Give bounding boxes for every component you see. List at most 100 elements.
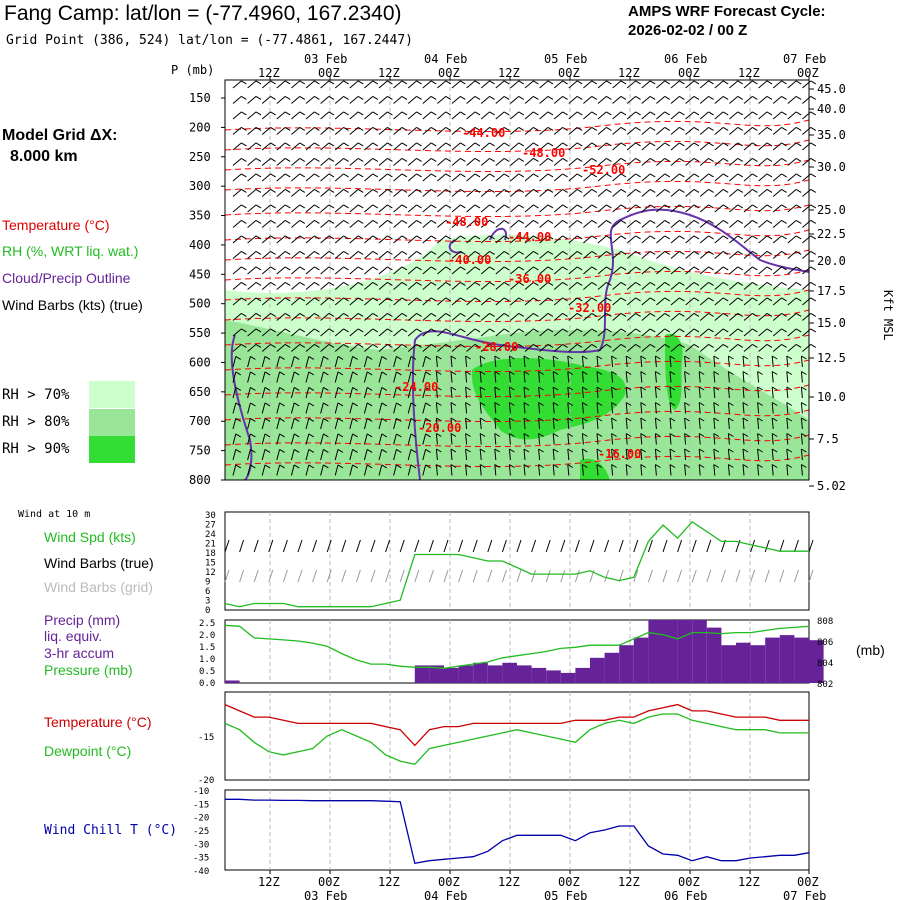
wind-barb-flag	[752, 312, 758, 317]
temperature-contour	[224, 179, 810, 193]
wind-barb	[742, 355, 745, 368]
wind-barb	[450, 417, 453, 430]
wind-barb-flag	[635, 328, 641, 333]
wind-barb	[670, 127, 680, 135]
wind-barb-flag	[547, 343, 554, 348]
wind-barb	[435, 355, 438, 368]
wind-barb	[320, 235, 330, 244]
wind-barb-flag	[293, 433, 300, 438]
wind-barb	[757, 402, 760, 414]
wind-barb	[510, 173, 520, 182]
wind-barb-flag	[552, 402, 559, 406]
wind-barb-flag	[693, 111, 700, 116]
pressure-tick-label: 400	[189, 238, 211, 252]
wind-barb	[232, 189, 242, 197]
wind-barb-flag	[279, 464, 285, 469]
wind-barb-10m	[808, 539, 814, 553]
wind-barb	[494, 448, 497, 461]
wind-barb	[378, 297, 388, 306]
wind-barb	[729, 96, 739, 104]
wind-barb	[612, 204, 622, 213]
wind-barb	[451, 142, 461, 151]
wind-barb-flag	[381, 386, 388, 391]
wind-barb	[787, 96, 797, 104]
wind-barb-flag	[250, 448, 256, 453]
wind-barb-flag	[795, 111, 802, 116]
wind-barb-flag	[679, 250, 685, 255]
wind-barb	[393, 356, 397, 368]
wind-barb	[568, 297, 578, 306]
wind-barb	[276, 282, 286, 290]
wind-barb-flag	[337, 433, 344, 438]
wind-barb-flag	[713, 402, 720, 406]
wind-barb-flag	[786, 371, 793, 375]
wind-barb-flag	[737, 328, 744, 333]
wind-barb-flag	[635, 80, 641, 85]
wind-barb-flag	[698, 417, 705, 422]
wind-barb	[407, 402, 412, 414]
wind-barb	[451, 127, 461, 135]
wind-barb	[378, 235, 388, 244]
temperature-contour	[224, 249, 810, 263]
wind-barb	[435, 386, 438, 399]
wind-barb-flag	[664, 142, 671, 147]
wind-barb-flag	[757, 464, 763, 468]
wind-barb-flag	[547, 188, 554, 193]
wind-barb	[510, 80, 520, 89]
wind-barb-flag	[270, 204, 276, 209]
wind-barb-flag	[445, 173, 452, 178]
wind-barb	[232, 356, 237, 368]
wind-barb-flag	[606, 142, 612, 147]
wind-barb-flag	[766, 266, 773, 271]
top-date-label: 03 Feb	[304, 52, 347, 66]
wind-barb-flag	[679, 219, 685, 224]
wind-barb-flag	[299, 188, 306, 193]
wind-barb-flag	[781, 219, 787, 224]
wind-barb	[787, 111, 797, 120]
wind-barb	[480, 158, 490, 166]
wind-barb	[480, 235, 490, 244]
wind-barb-grid-10m	[253, 569, 259, 583]
wind-barb-flag	[401, 281, 408, 286]
wind-barb-flag	[372, 204, 379, 209]
wind-barb-flag	[786, 433, 793, 437]
wind-barb-flag	[547, 266, 554, 271]
wind-barb	[247, 356, 251, 368]
wind-barb	[495, 313, 505, 321]
wind-barb-flag	[533, 126, 539, 131]
wind-barb-flag	[810, 343, 817, 348]
wind-barb	[363, 464, 368, 476]
wind-barb	[407, 313, 417, 321]
wind-barb	[422, 297, 432, 306]
wind-barb	[597, 235, 607, 244]
wind-barb	[450, 386, 453, 399]
wind-barb-flag	[279, 386, 285, 391]
wind-barb	[422, 371, 427, 383]
wind-barb-flag	[410, 464, 417, 469]
wind-barb-flag	[381, 433, 388, 438]
wind-barb-flag	[445, 126, 452, 131]
wind-barb	[320, 418, 324, 430]
wind-barb-flag	[620, 312, 627, 317]
wind-barb-flag	[708, 111, 714, 116]
wind-barb	[480, 80, 490, 89]
wind-barb	[480, 282, 490, 290]
wind-barb	[495, 80, 505, 89]
wind-barb	[757, 433, 760, 445]
wind-barb-flag	[416, 157, 422, 162]
wind-barb	[276, 371, 281, 383]
wind-barb	[466, 235, 476, 244]
wind-barb-flag	[567, 448, 574, 453]
precip-tick: 1.5	[199, 643, 215, 653]
wind-barb-flag	[299, 219, 306, 224]
wind-barb-flag	[766, 126, 773, 131]
wind-barb-flag	[538, 355, 544, 360]
wind-barb-flag	[679, 312, 685, 317]
wind-barb-flag	[328, 173, 335, 178]
wind-barb	[583, 328, 593, 337]
wind-barb-flag	[523, 417, 530, 422]
wind-barb	[450, 448, 453, 461]
wind-barb-flag	[713, 355, 720, 360]
wind-barb-flag	[299, 281, 306, 286]
wind-barb-flag	[284, 219, 291, 224]
